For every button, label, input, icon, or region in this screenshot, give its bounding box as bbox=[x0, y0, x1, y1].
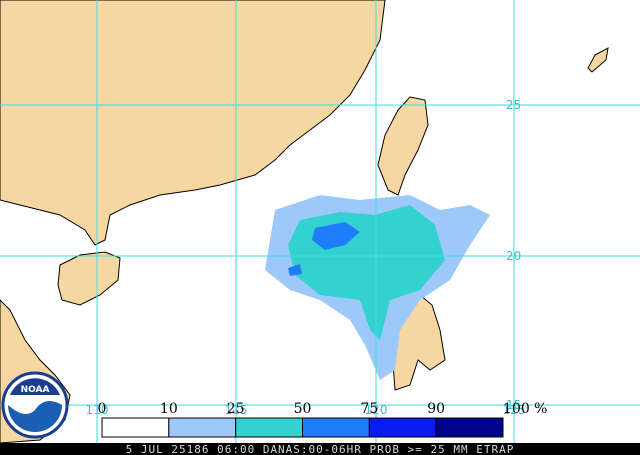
legend-label: 50 bbox=[294, 401, 312, 417]
legend-swatch bbox=[235, 417, 304, 438]
legend-swatch bbox=[168, 417, 237, 438]
caption-bar bbox=[0, 443, 640, 455]
lat-label: 20 bbox=[506, 249, 521, 263]
lon-label: 110 bbox=[86, 403, 109, 417]
legend-label: 90 bbox=[427, 401, 445, 417]
rain-area bbox=[265, 195, 490, 380]
legend-swatch bbox=[435, 417, 504, 438]
noaa-logo: NOAA bbox=[1, 371, 69, 439]
legend-label: 25 bbox=[227, 401, 245, 417]
legend-label: 75 bbox=[360, 401, 378, 417]
lon-label: 125 bbox=[503, 403, 526, 417]
lat-label: 25 bbox=[506, 98, 521, 112]
legend: 0 10 25 50 75 90 100 % bbox=[98, 401, 547, 438]
caption: 5 JUL 25186 06:00 DANAS:00-06HR PROB >= … bbox=[126, 443, 515, 455]
legend-label: 10 bbox=[160, 401, 178, 417]
graticule bbox=[0, 0, 640, 443]
lon-label: 115 bbox=[225, 403, 248, 417]
lon-label: 120 bbox=[365, 403, 388, 417]
logo-text: NOAA bbox=[21, 385, 50, 395]
legend-swatch bbox=[368, 417, 437, 438]
legend-label: 100 % bbox=[503, 401, 547, 417]
legend-label: 0 bbox=[98, 401, 107, 417]
lat-label: 15 bbox=[506, 398, 521, 412]
legend-swatch bbox=[302, 417, 370, 438]
legend-swatch bbox=[101, 417, 170, 438]
